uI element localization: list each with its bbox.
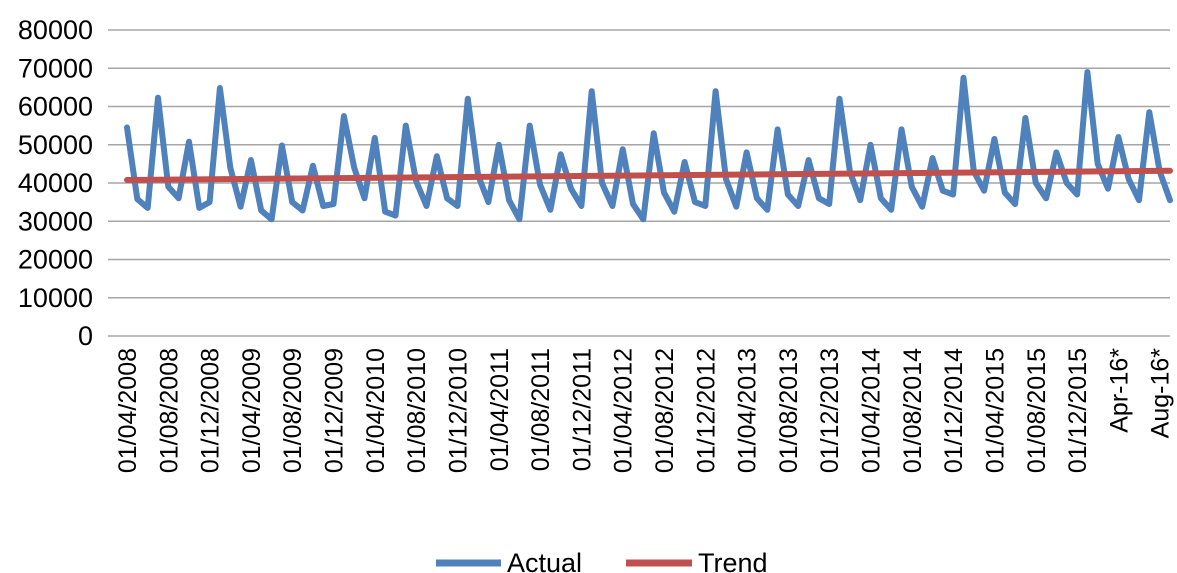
x-tick-label-4: 01/08/2009 — [279, 348, 307, 473]
x-tick-label-20: 01/12/2014 — [940, 348, 968, 473]
series-line-trend — [124, 167, 1173, 183]
y-tick-label-50000: 50000 — [18, 130, 93, 160]
y-tick-label-80000: 80000 — [18, 15, 93, 45]
y-tick-label-40000: 40000 — [18, 168, 93, 198]
x-tick-label-3: 01/04/2009 — [238, 348, 266, 473]
y-axis-ticks: 0 10000 20000 30000 40000 50000 60000 70000 8000… — [18, 15, 93, 351]
x-tick-label-11: 01/12/2011 — [568, 348, 596, 471]
x-tick-label-5: 01/12/2009 — [321, 348, 349, 473]
x-tick-label-8: 01/12/2010 — [444, 348, 472, 473]
x-tick-label-2: 01/12/2008 — [197, 348, 225, 473]
legend-label-actual: Actual — [507, 548, 582, 573]
y-tick-label-0: 0 — [78, 321, 93, 351]
y-tick-label-60000: 60000 — [18, 92, 93, 122]
x-tick-label-21: 01/04/2015 — [981, 348, 1009, 473]
x-tick-label-14: 01/12/2012 — [692, 348, 720, 473]
x-tick-label-22: 01/08/2015 — [1023, 348, 1051, 473]
x-tick-label-6: 01/04/2010 — [362, 348, 390, 473]
x-tick-label-13: 01/08/2012 — [651, 348, 679, 473]
x-tick-label-0: 01/04/2008 — [114, 348, 142, 473]
x-tick-label-9: 01/04/2011 — [486, 348, 514, 471]
x-tick-label-19: 01/08/2014 — [899, 348, 927, 473]
x-tick-label-12: 01/04/2012 — [610, 348, 638, 473]
legend-label-trend: Trend — [698, 548, 768, 573]
x-tick-label-23: 01/12/2015 — [1064, 348, 1092, 473]
x-tick-label-25: Aug-16* — [1147, 348, 1175, 439]
x-tick-label-17: 01/12/2013 — [816, 348, 844, 473]
series-lines — [124, 69, 1173, 223]
y-tick-label-20000: 20000 — [18, 245, 93, 275]
x-tick-label-24: Apr-16* — [1105, 348, 1133, 433]
x-tick-label-10: 01/08/2011 — [527, 348, 555, 471]
y-tick-label-10000: 10000 — [18, 283, 93, 313]
y-tick-label-70000: 70000 — [18, 53, 93, 83]
x-tick-label-18: 01/04/2014 — [858, 348, 886, 473]
gridlines — [108, 29, 1170, 337]
y-tick-label-30000: 30000 — [18, 206, 93, 236]
x-tick-label-1: 01/08/2008 — [155, 348, 183, 473]
legend: Actual Trend — [436, 548, 768, 573]
x-tick-label-15: 01/04/2013 — [734, 348, 762, 473]
x-tick-label-7: 01/08/2010 — [403, 348, 431, 473]
x-axis-ticks: 01/04/2008 01/08/2008 01/12/2008 01/04/2009… — [114, 348, 1175, 473]
x-tick-label-16: 01/08/2013 — [775, 348, 803, 473]
series-line-actual — [124, 69, 1173, 223]
